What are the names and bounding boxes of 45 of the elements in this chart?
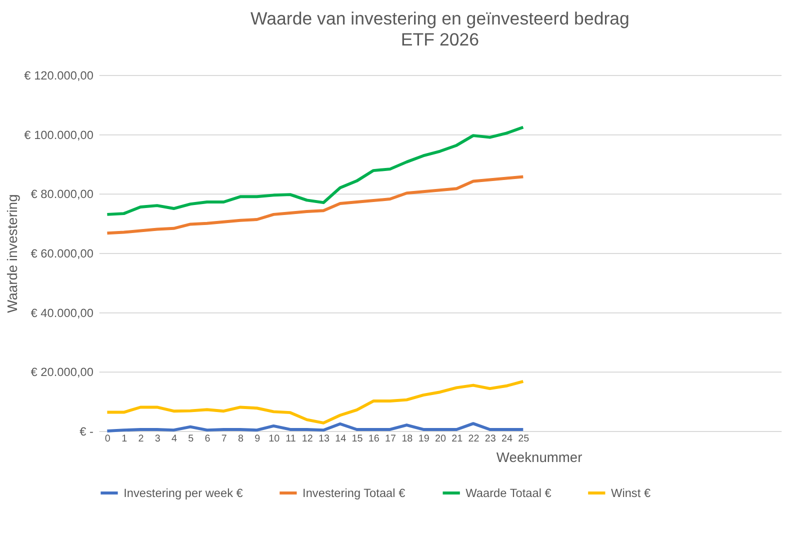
y-tick-label: € 100.000,00 [24,128,94,142]
x-tick-label: 5 [188,433,194,444]
x-tick-label: 9 [254,433,261,444]
x-tick-label: 0 [104,433,111,444]
legend-label: Waarde Totaal € [466,486,552,500]
x-tick-label: 14 [335,433,347,444]
x-tick-label: 4 [171,433,178,444]
line-series [106,126,525,216]
x-tick-label: 7 [221,433,227,444]
x-tick-label: 13 [318,433,330,444]
x-tick-label: 15 [352,433,364,444]
x-tick-label: 24 [502,433,514,444]
x-tick-label: 1 [122,433,128,444]
x-tick-label: 12 [302,433,313,444]
x-tick-label: 20 [434,433,446,444]
y-tick-label: € 40.000,00 [30,306,94,320]
x-tick-label: 25 [518,433,530,444]
x-tick-label: 2 [138,433,144,444]
legend-label: Winst € [611,486,651,500]
x-tick-label: 16 [368,433,380,444]
legend-label: Investering per week € [124,486,244,500]
legend-label: Investering Totaal € [302,486,406,500]
line-series [106,175,525,235]
x-tick-label: 17 [385,433,396,444]
y-tick-label: € 20.000,00 [30,365,94,380]
x-tick-label: 8 [238,433,244,444]
x-axis-title: Weeknummer [496,449,583,466]
x-tick-label: 21 [452,433,464,444]
x-tick-label: 11 [286,433,296,444]
y-axis-title: Waarde investering [4,194,20,313]
x-tick-label: 23 [484,433,496,444]
line-series [106,380,525,424]
x-tick-label: 3 [154,433,161,444]
x-tick-label: 18 [402,433,414,444]
y-tick-label: € - [80,424,94,438]
y-tick-label: € 80.000,00 [30,187,94,202]
y-tick-label: € 60.000,00 [30,246,94,260]
chart-subtitle: ETF 2026 [400,29,480,50]
x-tick-label: 19 [418,433,430,444]
chart-title: Waarde van investering en geïnvesteerd bedrag [250,8,630,29]
x-tick-label: 22 [468,433,480,444]
y-tick-label: € 120.000,00 [24,68,94,82]
line-series [106,422,525,432]
x-tick-label: 10 [268,433,280,444]
x-tick-label: 6 [204,433,211,444]
